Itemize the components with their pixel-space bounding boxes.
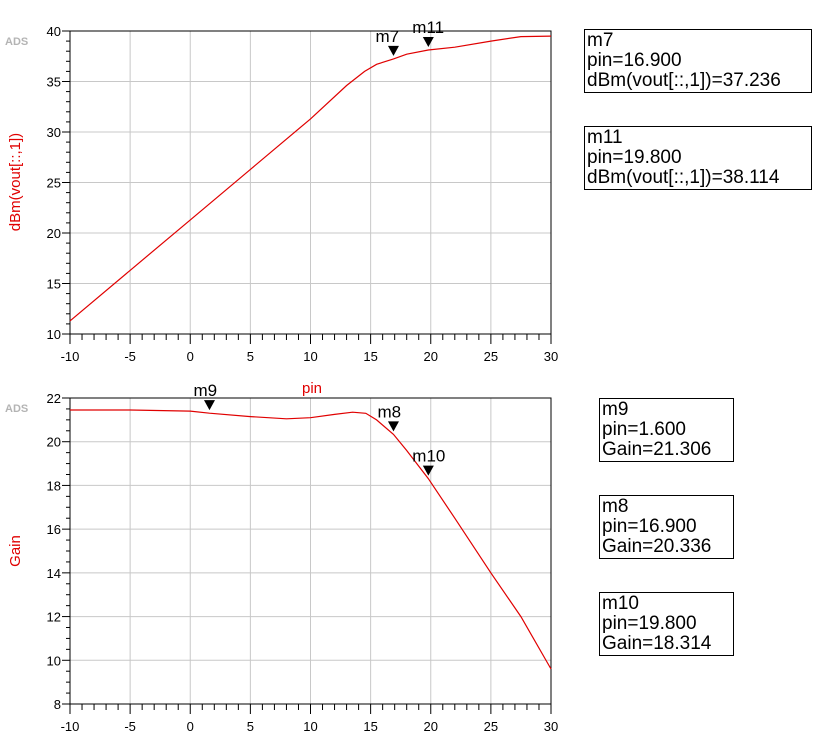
x-tick-label: -10	[61, 349, 80, 364]
x-tick-label: 5	[247, 719, 254, 734]
x-tick-label: 15	[363, 349, 377, 364]
x-tick-label: 0	[187, 719, 194, 734]
x-tick-label: 30	[544, 349, 558, 364]
marker-label: m8	[378, 402, 402, 421]
readout-marker-name: m9	[602, 399, 629, 420]
plot-frame	[69, 30, 552, 335]
marker-triangle	[387, 421, 399, 432]
readout-marker-name: m7	[587, 30, 614, 51]
y-tick-label: 20	[47, 435, 61, 450]
y-tick-label: 18	[47, 478, 61, 493]
y-tick-label: 12	[47, 610, 61, 625]
marker-readout-box: m8 pin=16.900 Gain=20.336	[599, 495, 734, 559]
marker-triangle	[422, 37, 434, 48]
readout-line: Gain=20.336	[602, 536, 712, 557]
y-tick-label: 15	[47, 277, 61, 292]
readout-line: pin=16.900	[587, 50, 682, 71]
y-tick-label: 30	[47, 125, 61, 140]
y-tick-label: 20	[47, 226, 61, 241]
x-tick-label: 5	[247, 349, 254, 364]
y-tick-label: 35	[47, 75, 61, 90]
ads-logo: ADS	[5, 403, 28, 415]
readout-marker-name: m11	[587, 127, 623, 148]
x-tick-label: 30	[544, 719, 558, 734]
readout-line: dBm(vout[::,1])=38.114	[587, 167, 780, 188]
x-tick-label: 20	[424, 719, 438, 734]
y-tick-label: 40	[47, 24, 61, 39]
marker-label: m11	[412, 18, 444, 37]
y-tick-label: 10	[47, 327, 61, 342]
readout-line: Gain=18.314	[602, 633, 712, 654]
x-tick-label: 10	[303, 719, 317, 734]
marker-label: m10	[412, 447, 445, 466]
marker-readout-box: m9 pin=1.600 Gain=21.306	[599, 398, 734, 462]
marker-triangle	[422, 465, 434, 476]
series-line	[70, 409, 552, 670]
readout-line: dBm(vout[::,1])=37.236	[587, 70, 781, 91]
y-axis-label: dBm(vout[::,1])	[7, 133, 24, 231]
marker-label: m9	[194, 381, 218, 400]
readout-line: pin=1.600	[602, 419, 686, 440]
marker-readout-box: m10 pin=19.800 Gain=18.314	[599, 592, 734, 656]
x-tick-label: 25	[484, 349, 498, 364]
readout-marker-name: m10	[602, 593, 639, 614]
y-tick-label: 25	[47, 176, 61, 191]
readout-line: pin=19.800	[602, 613, 697, 634]
y-tick-label: 16	[47, 522, 61, 537]
y-tick-label: 8	[54, 697, 61, 712]
y-tick-label: 22	[47, 391, 61, 406]
marker-triangle	[203, 400, 215, 411]
x-tick-label: 25	[484, 719, 498, 734]
x-tick-label: -10	[61, 719, 80, 734]
x-tick-label: 10	[303, 349, 317, 364]
y-tick-label: 14	[47, 566, 61, 581]
readout-line: Gain=21.306	[602, 439, 712, 460]
y-tick-label: 10	[47, 653, 61, 668]
marker-triangle	[387, 45, 399, 56]
x-tick-label: -5	[124, 719, 136, 734]
plot-frame	[69, 397, 552, 705]
series-line	[69, 35, 552, 322]
x-tick-label: -5	[124, 349, 136, 364]
marker-readout-box: m7 pin=16.900 dBm(vout[::,1])=37.236	[584, 29, 812, 93]
marker-readout-box: m11 pin=19.800 dBm(vout[::,1])=38.114	[584, 126, 812, 190]
ads-logo: ADS	[5, 36, 28, 48]
x-tick-label: 15	[363, 719, 377, 734]
readout-line: pin=19.800	[587, 147, 682, 168]
x-tick-label: 20	[424, 349, 438, 364]
x-axis-label: pin	[302, 380, 322, 397]
readout-line: pin=16.900	[602, 516, 697, 537]
marker-label: m7	[376, 27, 400, 46]
y-axis-label: Gain	[7, 535, 24, 567]
readout-marker-name: m8	[602, 496, 629, 517]
x-tick-label: 0	[187, 349, 194, 364]
